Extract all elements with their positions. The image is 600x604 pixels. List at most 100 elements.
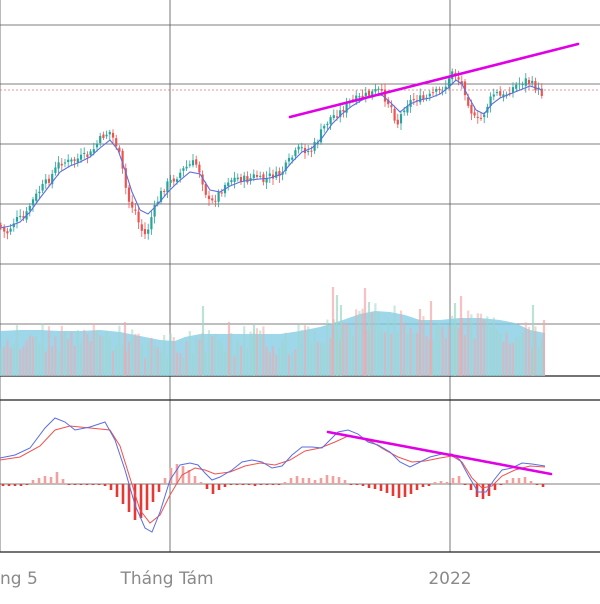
volume-bar [255,328,259,376]
volume-bar [92,323,95,376]
volume-bar [431,340,435,376]
volume-bar [438,322,441,376]
macd-histogram-bar [529,481,533,484]
candle-body [243,175,246,182]
volume-bar [361,308,364,376]
candle-body [201,174,204,185]
volume-bar [143,357,147,376]
macd-histogram-bar [517,478,521,484]
candle-body [19,215,22,217]
volume-bar [476,313,479,376]
volume-spike-bar [227,322,231,376]
volume-bar [111,350,115,376]
candle-body [495,92,499,94]
candle-body [390,105,393,108]
candle-body [70,159,73,162]
volume-bar [156,347,159,376]
volume-bar [19,349,22,376]
volume-bar [326,319,329,376]
candle-body [287,157,291,162]
price-moving-average [0,79,543,229]
candle-body [150,217,153,230]
volume-bar [444,338,447,376]
volume-bar [217,340,220,376]
volume-bar [153,345,156,376]
candle-body [230,180,233,183]
macd-histogram-bar [385,484,389,493]
candle-body [435,88,438,92]
candle-body [319,129,323,143]
volume-bar [527,327,531,376]
volume-bar [524,322,527,376]
volume-bar [271,346,275,376]
macd-histogram-bar [355,484,359,485]
macd-histogram-bar [229,484,233,485]
price-pane [0,42,600,240]
volume-spike-bar [335,295,339,376]
volume-bar [172,337,175,376]
macd-histogram-bar [199,482,203,484]
volume-bar [499,333,502,376]
macd-histogram-bar [175,464,179,484]
volume-bar [345,323,348,376]
candle-body [300,147,303,149]
macd-histogram-bar [19,484,23,486]
candle-body [156,201,159,204]
volume-bar [12,343,15,376]
candle-body [115,138,118,147]
candle-body [419,95,422,103]
volume-bar [268,352,271,376]
candle-body [89,151,92,156]
candle-body [166,181,169,193]
volume-bar [60,325,63,376]
volume-spike-bar [459,296,463,376]
volume-bar [409,327,412,376]
candle-body [396,119,399,125]
volume-bar [495,329,499,376]
macd-histogram-bar [73,484,77,485]
candle-body [191,160,195,166]
volume-bar [243,326,246,376]
candle-body [489,96,492,106]
volume-pane [0,287,546,376]
candle-body [211,198,214,201]
candle-body [438,88,441,90]
volume-bar [25,340,28,376]
candle-body [28,205,31,211]
candle-body [534,81,537,91]
macd-histogram-bar [7,484,11,486]
volume-bar [99,335,102,376]
candle-body [121,150,124,169]
candle-body [95,143,99,148]
macd-histogram-bar [313,480,317,484]
volume-bar [300,330,303,376]
candle-body [412,99,415,101]
volume-bar [246,349,249,376]
volume-bar [131,329,134,376]
volume-bar [463,335,467,376]
volume-bar [166,357,169,376]
volume-bar [287,354,291,376]
volume-spike-bar [542,320,546,376]
volume-bar [284,332,287,376]
candle-body [12,223,15,228]
candle-body [188,164,191,166]
candle-body [399,114,403,124]
candle-body [326,123,329,126]
volume-bar [105,330,108,376]
candle-body [0,225,3,227]
macd-histogram-bar [91,484,95,485]
volume-bar [323,345,326,376]
candle-body [265,178,268,183]
candle-body [380,88,383,91]
candle-body [511,87,515,93]
volume-bar [537,346,540,376]
volume-bar [63,331,67,376]
candle-body [41,183,44,191]
volume-bar [47,326,51,376]
candle-body [291,157,294,160]
volume-bar [483,319,486,376]
macd-histogram-bar [361,484,365,486]
candle-body [268,173,271,177]
